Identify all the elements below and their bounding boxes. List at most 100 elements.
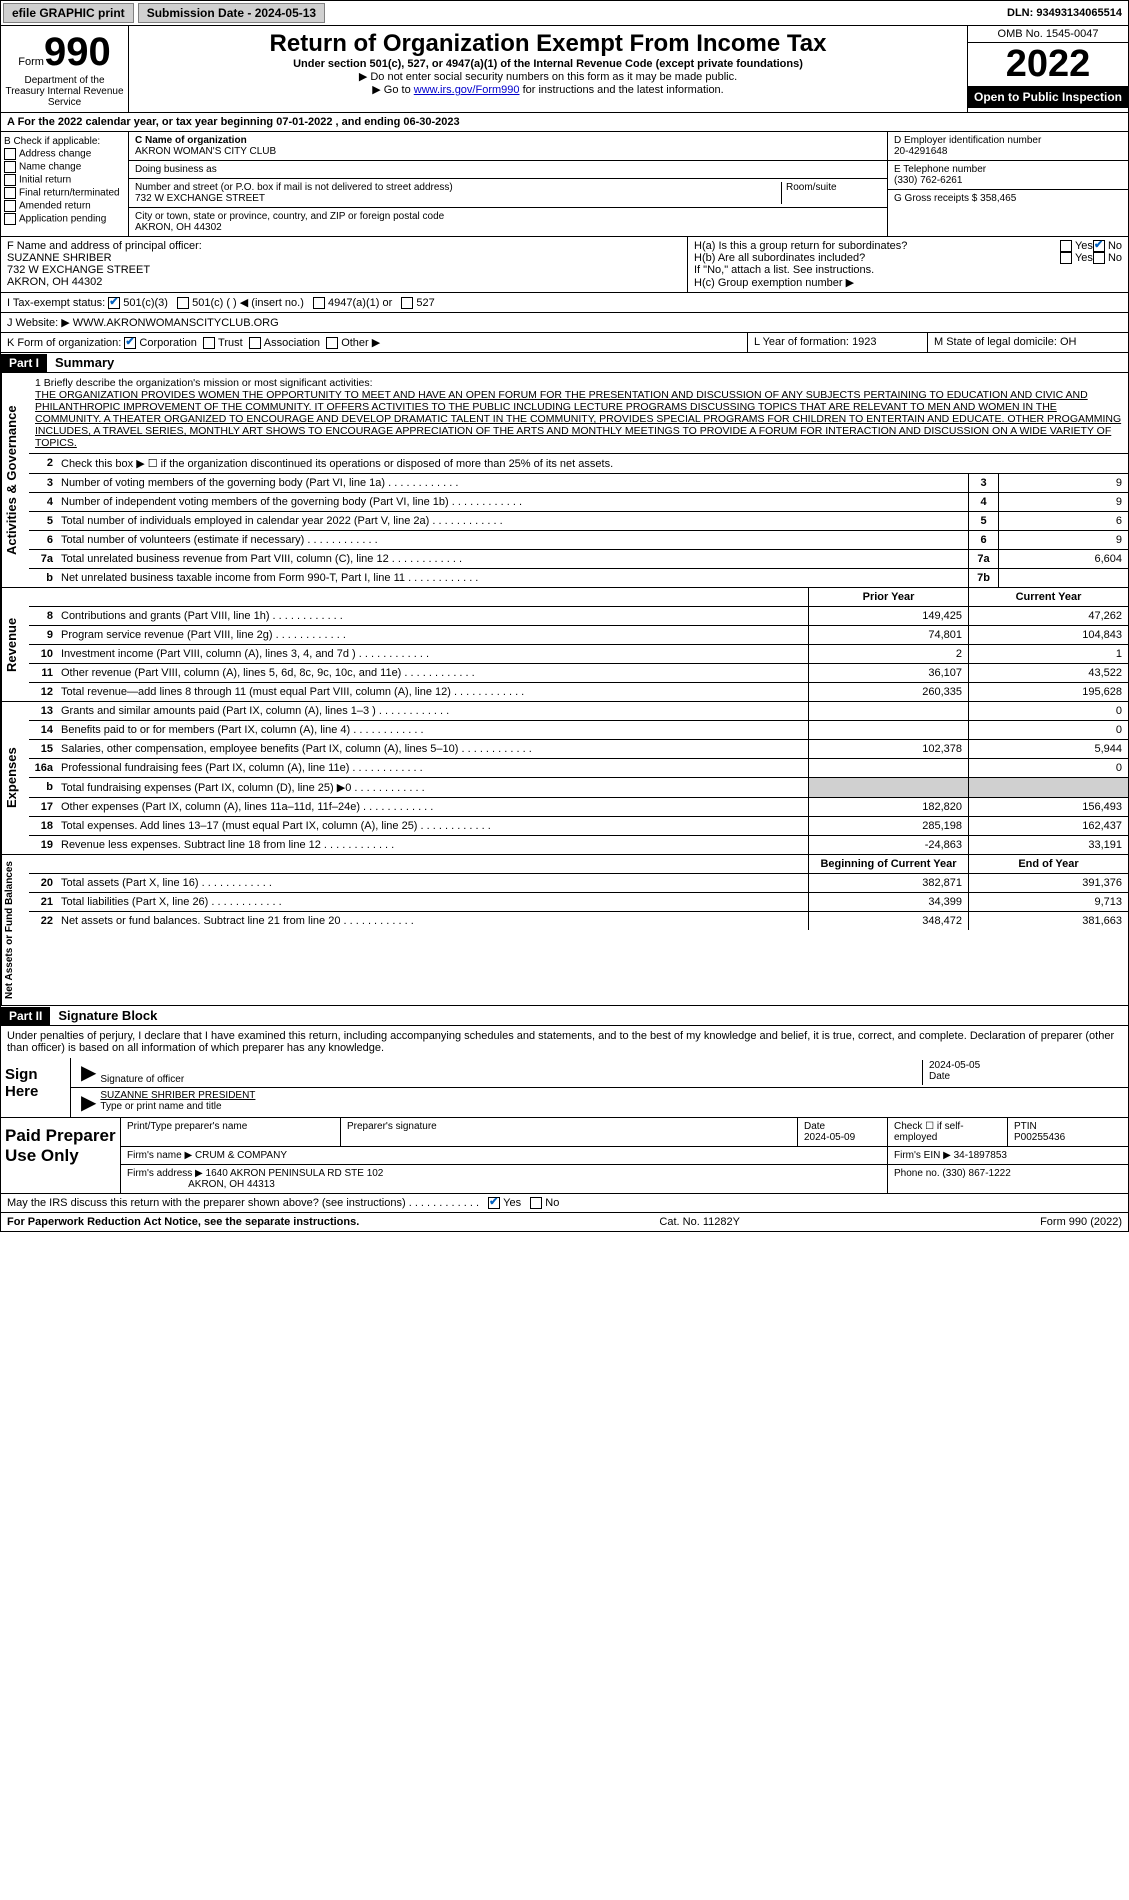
firm-city: AKRON, OH 44313 <box>188 1179 275 1190</box>
discuss-no[interactable] <box>530 1197 542 1209</box>
gross-value: 358,465 <box>980 193 1016 204</box>
side-revenue: Revenue <box>1 588 29 701</box>
table-row: 15Salaries, other compensation, employee… <box>29 740 1128 759</box>
table-row: bTotal fundraising expenses (Part IX, co… <box>29 778 1128 798</box>
table-row: 17Other expenses (Part IX, column (A), l… <box>29 798 1128 817</box>
check-527[interactable] <box>401 297 413 309</box>
check-other[interactable] <box>326 337 338 349</box>
prep-date: 2024-05-09 <box>804 1132 881 1143</box>
prep-name-label: Print/Type preparer's name <box>121 1118 341 1146</box>
ha-yes[interactable] <box>1060 240 1072 252</box>
table-row: 2Check this box ▶ ☐ if the organization … <box>29 454 1128 474</box>
prior-year-hdr: Prior Year <box>808 588 968 606</box>
check-4947[interactable] <box>313 297 325 309</box>
check-501c3[interactable] <box>108 297 120 309</box>
check-corp[interactable] <box>124 337 136 349</box>
form-word: Form <box>18 56 44 68</box>
check-assoc[interactable] <box>249 337 261 349</box>
checkbox-name-change[interactable]: Name change <box>4 161 125 173</box>
dba-label: Doing business as <box>135 164 881 175</box>
firm-ein: 34-1897853 <box>954 1150 1007 1161</box>
form-title: Return of Organization Exempt From Incom… <box>137 30 959 58</box>
hb-no[interactable] <box>1093 252 1105 264</box>
table-row: 7aTotal unrelated business revenue from … <box>29 550 1128 569</box>
box-f: F Name and address of principal officer:… <box>1 237 688 292</box>
org-name: AKRON WOMAN'S CITY CLUB <box>135 146 881 157</box>
summary-expenses: Expenses 13Grants and similar amounts pa… <box>0 702 1129 855</box>
dept-label: Department of the Treasury Internal Reve… <box>5 75 124 108</box>
part2-header: Part II Signature Block <box>0 1006 1129 1026</box>
table-row: 8Contributions and grants (Part VIII, li… <box>29 607 1128 626</box>
tel-value: (330) 762-6261 <box>894 175 1122 186</box>
box-c: C Name of organization AKRON WOMAN'S CIT… <box>129 132 888 236</box>
form-subtitle: Under section 501(c), 527, or 4947(a)(1)… <box>137 58 959 70</box>
box-h: H(a) Is this a group return for subordin… <box>688 237 1128 292</box>
paperwork-notice: For Paperwork Reduction Act Notice, see … <box>7 1216 359 1228</box>
summary-governance: Activities & Governance 1 Briefly descri… <box>0 373 1129 588</box>
side-net: Net Assets or Fund Balances <box>1 855 29 1005</box>
form-id-box: Form990 Department of the Treasury Inter… <box>1 26 129 112</box>
arrow-icon: ▶ <box>77 1090 100 1115</box>
summary-net: Net Assets or Fund Balances Beginning of… <box>0 855 1129 1006</box>
signature-block: Under penalties of perjury, I declare th… <box>0 1026 1129 1118</box>
checkbox-final-return[interactable]: Final return/terminated <box>4 187 125 199</box>
addr-value: 732 W EXCHANGE STREET <box>135 193 781 204</box>
box-b-header: B Check if applicable: <box>4 136 125 147</box>
hb-yes[interactable] <box>1060 252 1072 264</box>
efile-print-button[interactable]: efile GRAPHIC print <box>3 3 134 23</box>
checkbox-amended-return[interactable]: Amended return <box>4 200 125 212</box>
table-row: 21Total liabilities (Part X, line 26)34,… <box>29 893 1128 912</box>
paid-preparer-block: Paid Preparer Use Only Print/Type prepar… <box>0 1118 1129 1194</box>
box-d: D Employer identification number 20-4291… <box>888 132 1128 236</box>
ein-value: 20-4291648 <box>894 146 1122 157</box>
dln-label: DLN: 93493134065514 <box>1007 7 1128 19</box>
table-row: 12Total revenue—add lines 8 through 11 (… <box>29 683 1128 701</box>
paid-preparer-label: Paid Preparer Use Only <box>1 1118 121 1193</box>
officer-name: SUZANNE SHRIBER PRESIDENT <box>100 1090 1122 1101</box>
summary-revenue: Revenue Prior Year Current Year 8Contrib… <box>0 588 1129 702</box>
table-row: 20Total assets (Part X, line 16)382,8713… <box>29 874 1128 893</box>
begin-year-hdr: Beginning of Current Year <box>808 855 968 873</box>
table-row: 19Revenue less expenses. Subtract line 1… <box>29 836 1128 854</box>
form-note1: ▶ Do not enter social security numbers o… <box>137 70 959 83</box>
irs-link[interactable]: www.irs.gov/Form990 <box>414 84 520 96</box>
form-header: Form990 Department of the Treasury Inter… <box>0 26 1129 113</box>
tax-year: 2022 <box>968 43 1128 86</box>
box-j: J Website: ▶ WWW.AKRONWOMANSCITYCLUB.ORG <box>0 313 1129 333</box>
discuss-yes[interactable] <box>488 1197 500 1209</box>
box-b: B Check if applicable: Address change Na… <box>1 132 129 236</box>
topbar: efile GRAPHIC print Submission Date - 20… <box>0 0 1129 26</box>
side-expenses: Expenses <box>1 702 29 854</box>
end-year-hdr: End of Year <box>968 855 1128 873</box>
firm-addr: 1640 AKRON PENINSULA RD STE 102 <box>206 1168 384 1179</box>
submission-date-button[interactable]: Submission Date - 2024-05-13 <box>138 3 325 23</box>
sig-date-label: Date <box>929 1071 1122 1082</box>
current-year-hdr: Current Year <box>968 588 1128 606</box>
ptin-value: P00255436 <box>1014 1132 1122 1143</box>
website-value: WWW.AKRONWOMANSCITYCLUB.ORG <box>73 317 279 329</box>
table-row: 13Grants and similar amounts paid (Part … <box>29 702 1128 721</box>
checkbox-application-pending[interactable]: Application pending <box>4 213 125 225</box>
check-501c[interactable] <box>177 297 189 309</box>
city-label: City or town, state or province, country… <box>135 211 881 222</box>
sig-officer-label: Signature of officer <box>100 1074 922 1085</box>
box-klm: K Form of organization: Corporation Trus… <box>0 333 1129 353</box>
table-row: 14Benefits paid to or for members (Part … <box>29 721 1128 740</box>
tel-label: E Telephone number <box>894 164 1122 175</box>
form-note2: ▶ Go to www.irs.gov/Form990 for instruct… <box>137 83 959 96</box>
checkbox-address-change[interactable]: Address change <box>4 148 125 160</box>
box-fh-row: F Name and address of principal officer:… <box>0 237 1129 293</box>
part1-header: Part I Summary <box>0 353 1129 373</box>
check-trust[interactable] <box>203 337 215 349</box>
officer-name-label: Type or print name and title <box>100 1101 1122 1112</box>
table-row: 4Number of independent voting members of… <box>29 493 1128 512</box>
arrow-icon: ▶ <box>77 1060 100 1085</box>
firm-name: CRUM & COMPANY <box>195 1150 287 1161</box>
ha-no[interactable] <box>1093 240 1105 252</box>
open-inspection: Open to Public Inspection <box>968 86 1128 108</box>
table-row: 10Investment income (Part VIII, column (… <box>29 645 1128 664</box>
discuss-row: May the IRS discuss this return with the… <box>0 1194 1129 1213</box>
checkbox-initial-return[interactable]: Initial return <box>4 174 125 186</box>
org-name-label: C Name of organization <box>135 135 881 146</box>
cat-no: Cat. No. 11282Y <box>659 1216 740 1228</box>
